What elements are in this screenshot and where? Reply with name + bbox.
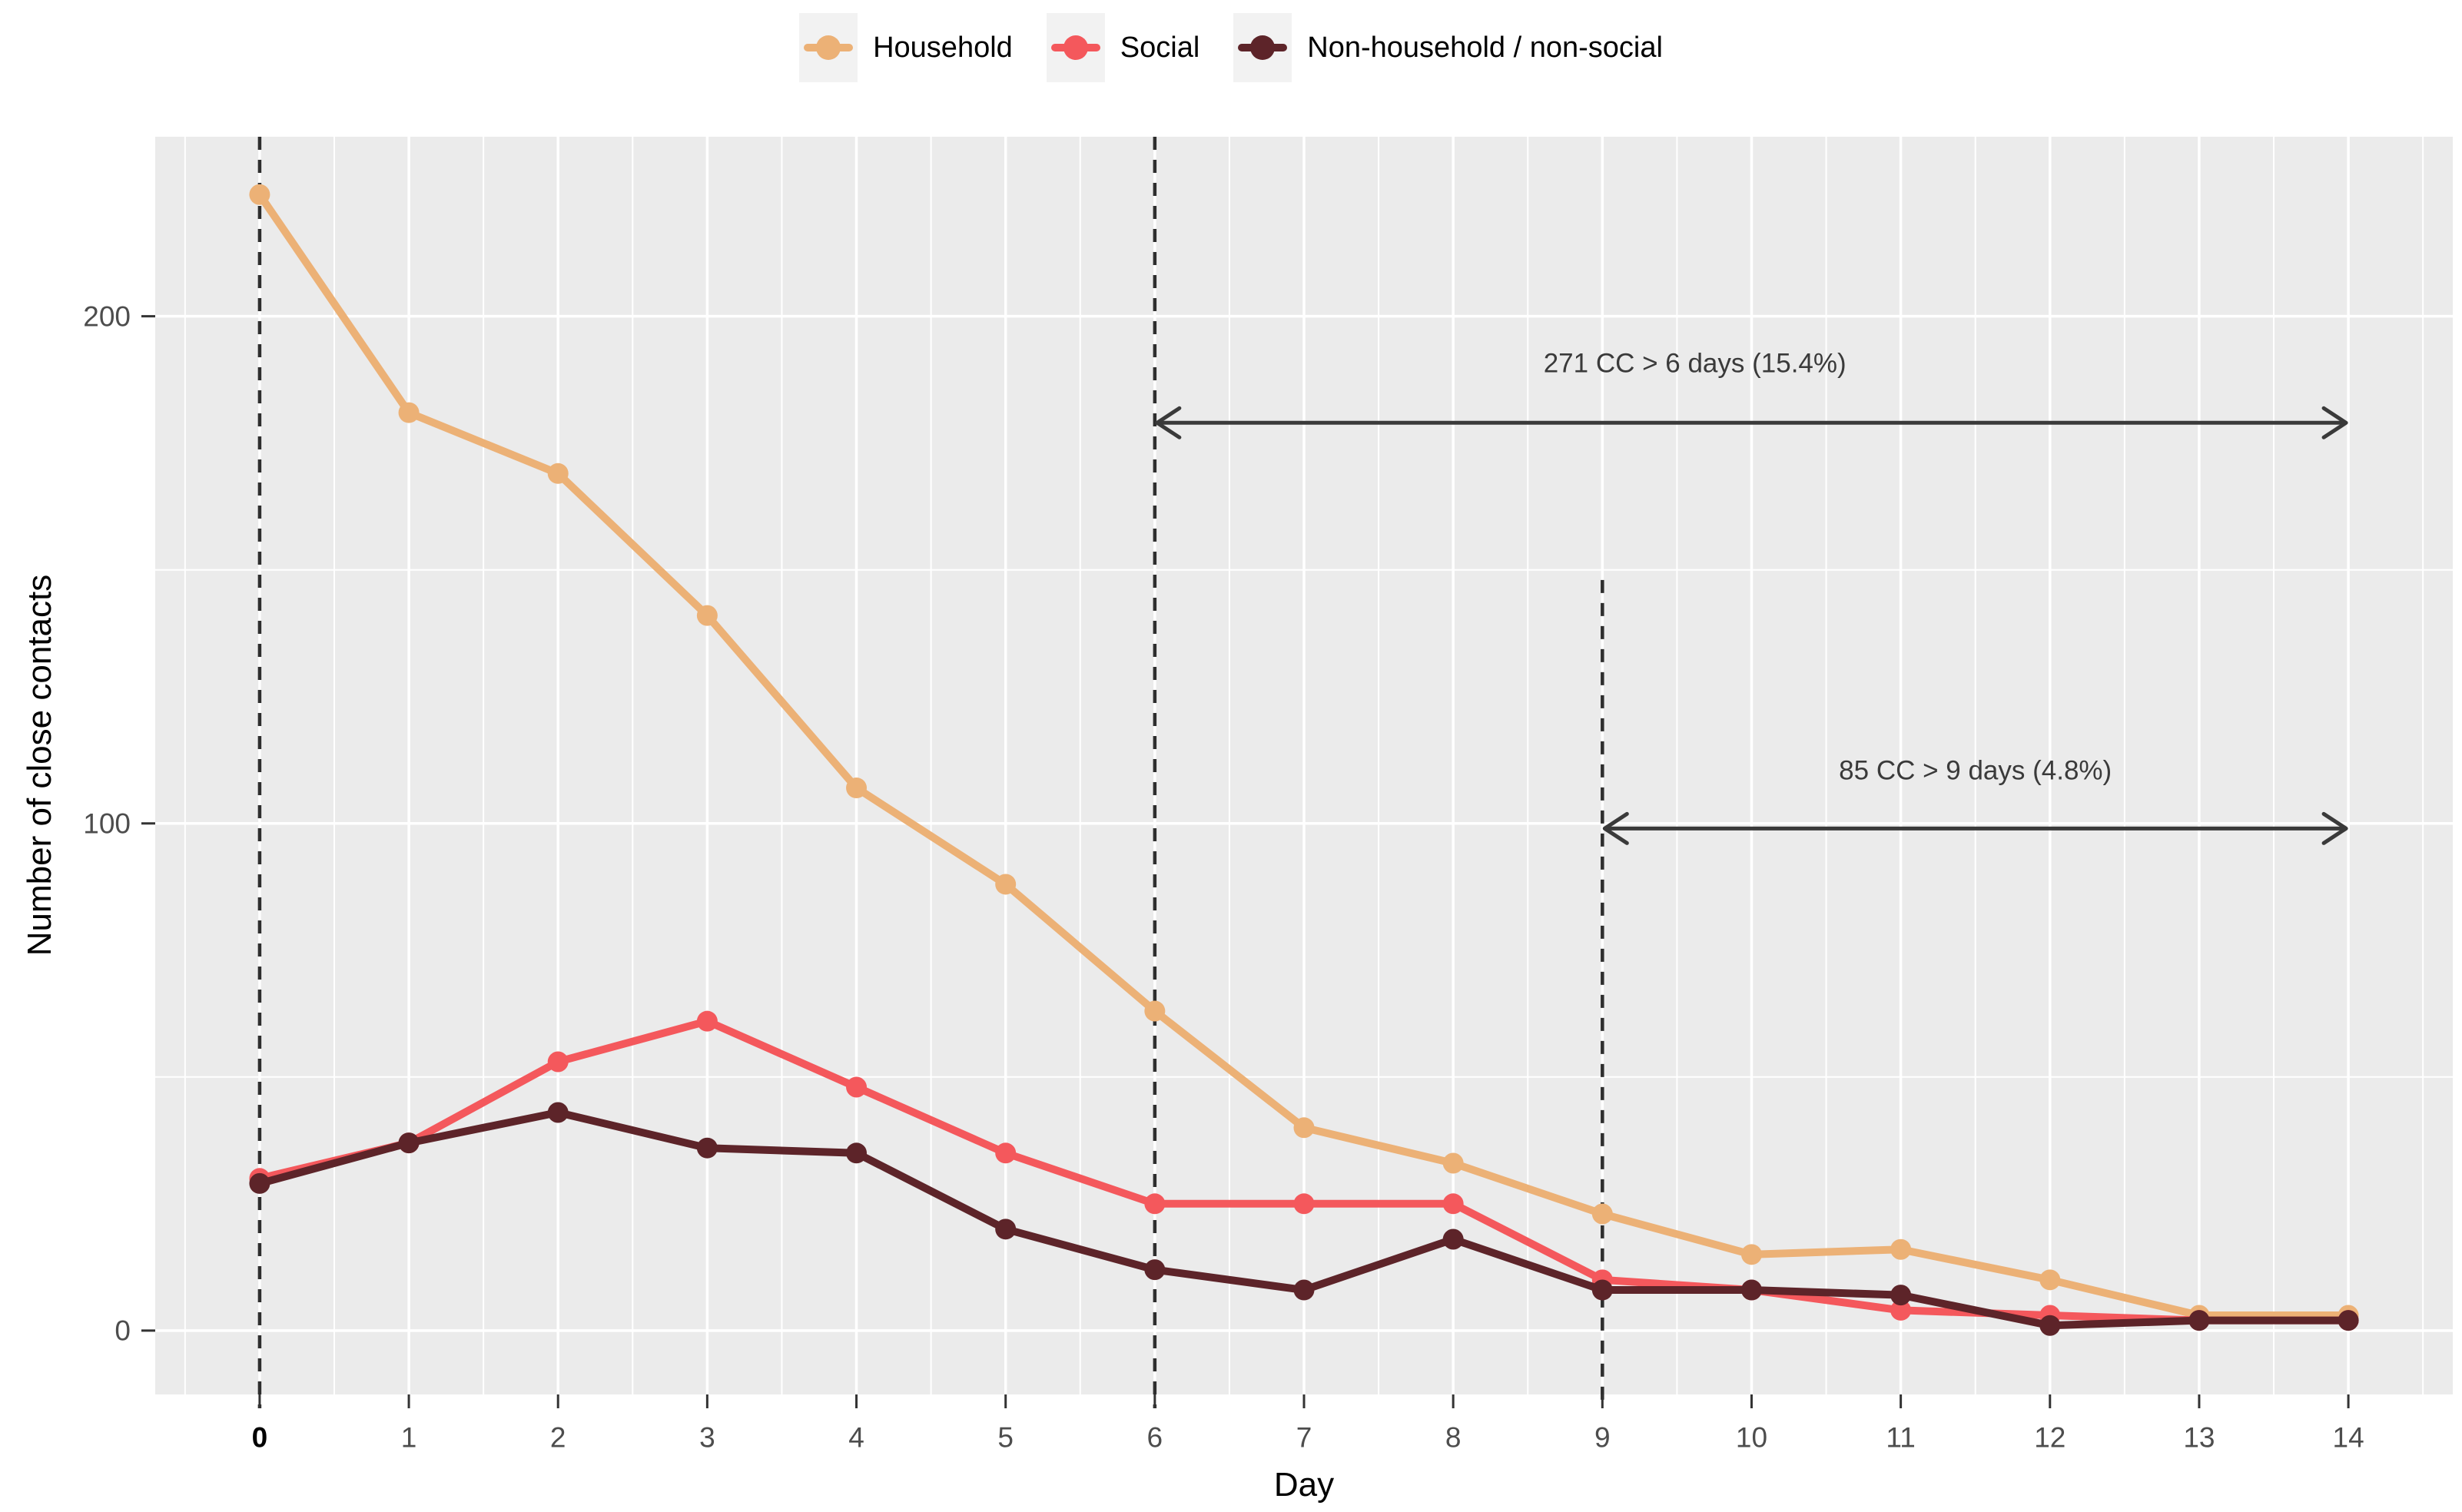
data-point-non-household-non-social-day-0	[249, 1172, 270, 1194]
household-legend-key-icon	[799, 13, 858, 82]
data-point-household-day-2	[547, 463, 569, 484]
legend-label: Household	[873, 31, 1013, 64]
x-tick-label: 0	[252, 1421, 268, 1453]
data-point-non-household-non-social-day-8	[1442, 1228, 1464, 1250]
non-household-legend-key-icon	[1233, 13, 1292, 82]
data-point-non-household-non-social-day-14	[2338, 1310, 2359, 1331]
data-point-social-day-4	[846, 1076, 868, 1098]
annotation-label: 271 CC > 6 days (15.4%)	[1544, 348, 1846, 378]
data-point-household-day-10	[1740, 1244, 1762, 1265]
y-axis-title: Number of close contacts	[21, 574, 58, 957]
x-tick-label: 1	[401, 1421, 417, 1453]
x-tick-label: 11	[1886, 1421, 1915, 1453]
data-point-social-day-8	[1442, 1193, 1464, 1215]
x-tick-label: 10	[1736, 1421, 1767, 1453]
arrow-left-head-icon	[1155, 406, 1182, 439]
household-point-swatch	[816, 35, 841, 60]
data-point-social-day-5	[995, 1142, 1017, 1164]
data-point-household-day-5	[995, 874, 1017, 895]
data-point-non-household-non-social-day-3	[696, 1137, 718, 1159]
data-point-household-day-12	[2039, 1269, 2061, 1291]
data-point-household-day-4	[846, 778, 868, 799]
data-point-social-day-2	[547, 1051, 569, 1073]
data-point-non-household-non-social-day-10	[1740, 1279, 1762, 1301]
data-point-non-household-non-social-day-4	[846, 1142, 868, 1164]
arrow-right-head-icon	[2321, 811, 2348, 845]
x-tick-label: 6	[1147, 1421, 1163, 1453]
data-point-non-household-non-social-day-12	[2039, 1315, 2061, 1336]
arrow-right-head-icon	[2321, 406, 2348, 439]
x-tick-label: 8	[1445, 1421, 1462, 1453]
data-point-social-day-6	[1144, 1193, 1166, 1215]
legend-label: Non-household / non-social	[1307, 31, 1663, 64]
legend-label: Social	[1120, 31, 1200, 64]
data-point-social-day-7	[1293, 1193, 1315, 1215]
data-point-household-day-3	[696, 605, 718, 626]
data-point-non-household-non-social-day-5	[995, 1219, 1017, 1240]
data-point-household-day-9	[1591, 1203, 1613, 1225]
data-point-non-household-non-social-day-7	[1293, 1279, 1315, 1301]
data-point-household-day-1	[398, 402, 420, 423]
x-tick-label: 5	[997, 1421, 1014, 1453]
legend-item-social: Social	[1046, 13, 1200, 82]
data-point-household-day-8	[1442, 1152, 1464, 1174]
social-point-swatch	[1063, 35, 1088, 60]
x-tick-label: 13	[2183, 1421, 2215, 1453]
y-tick-label: 200	[83, 300, 131, 332]
annotation-1: 85 CC > 9 days (4.8%)	[1602, 755, 2348, 845]
data-point-household-day-6	[1144, 1000, 1166, 1022]
legend-item-household: Household	[799, 13, 1013, 82]
x-tick-label: 14	[2333, 1421, 2364, 1453]
data-point-non-household-non-social-day-2	[547, 1102, 569, 1123]
data-point-non-household-non-social-day-11	[1890, 1285, 1912, 1306]
data-point-non-household-non-social-day-6	[1144, 1259, 1166, 1281]
x-axis-title: Day	[1273, 1466, 1335, 1504]
x-tick-label: 2	[550, 1421, 566, 1453]
data-point-non-household-non-social-day-9	[1591, 1279, 1613, 1301]
data-point-non-household-non-social-day-13	[2188, 1310, 2210, 1331]
x-tick-label: 7	[1296, 1421, 1312, 1453]
arrow-left-head-icon	[1602, 811, 1629, 845]
data-point-household-day-7	[1293, 1117, 1315, 1139]
data-point-social-day-3	[696, 1010, 718, 1032]
data-point-household-day-0	[249, 184, 270, 205]
data-point-non-household-non-social-day-1	[398, 1132, 420, 1154]
chart-legend: Household Social Non-household / non-soc…	[0, 11, 2462, 85]
legend-item-non-household: Non-household / non-social	[1233, 13, 1663, 82]
annotation-0: 271 CC > 6 days (15.4%)	[1155, 348, 2348, 439]
x-tick-label: 9	[1594, 1421, 1611, 1453]
data-point-social-day-11	[1890, 1299, 1912, 1321]
data-point-household-day-11	[1890, 1238, 1912, 1260]
x-tick-label: 12	[2034, 1421, 2065, 1453]
social-legend-key-icon	[1046, 13, 1105, 82]
x-tick-label: 3	[699, 1421, 715, 1453]
non-household-point-swatch	[1250, 35, 1276, 60]
y-tick-label: 100	[83, 807, 131, 839]
annotation-label: 85 CC > 9 days (4.8%)	[1839, 755, 2112, 785]
y-tick-label: 0	[114, 1315, 131, 1347]
x-tick-label: 4	[848, 1421, 864, 1453]
